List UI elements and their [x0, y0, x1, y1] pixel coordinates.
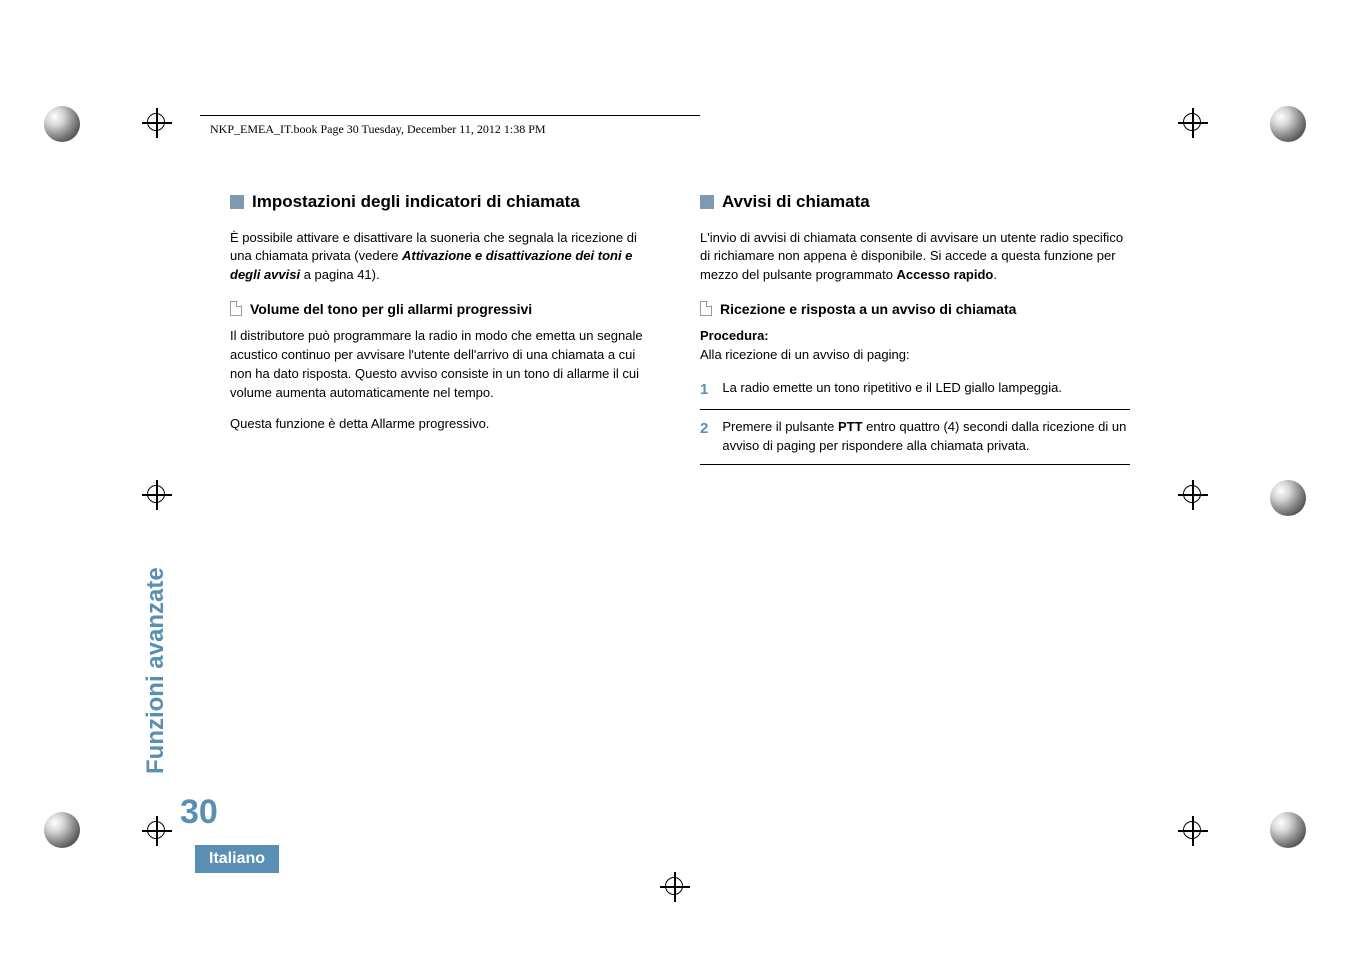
reg-mark — [142, 816, 172, 846]
reg-mark — [1178, 108, 1208, 138]
page-icon — [700, 301, 712, 316]
list-item: 1 La radio emette un tono ripetitivo e i… — [700, 373, 1130, 407]
procedure-intro: Alla ricezione di un avviso di paging: — [700, 346, 1130, 365]
list-separator — [700, 464, 1130, 465]
section-title-left: Impostazioni degli indicatori di chiamat… — [252, 190, 580, 215]
reg-mark — [142, 480, 172, 510]
language-tab: Italiano — [195, 845, 279, 873]
list-text: La radio emette un tono ripetitivo e il … — [722, 379, 1130, 401]
print-sphere-br — [1270, 812, 1306, 848]
section-title-right: Avvisi di chiamata — [722, 190, 870, 215]
procedure-label-line: Procedura: — [700, 327, 1130, 346]
list-text: Premere il pulsante PTT entro quattro (4… — [722, 418, 1130, 456]
sub-title-left: Volume del tono per gli allarmi progress… — [250, 299, 532, 319]
list-separator — [700, 409, 1130, 410]
print-sphere-tl — [44, 106, 80, 142]
page-number: 30 — [180, 793, 218, 832]
print-sphere-bl — [44, 812, 80, 848]
left-intro-post: a pagina 41). — [300, 267, 380, 282]
ordered-list: 1 La radio emette un tono ripetitivo e i… — [700, 373, 1130, 464]
content-area: Impostazioni degli indicatori di chiamat… — [230, 190, 1130, 467]
sub-heading-left: Volume del tono per gli allarmi progress… — [230, 299, 660, 319]
right-intro: L'invio di avvisi di chiamata consente d… — [700, 229, 1130, 286]
section-heading-right: Avvisi di chiamata — [700, 190, 1130, 215]
reg-mark — [1178, 816, 1208, 846]
reg-mark — [1178, 480, 1208, 510]
list-number: 1 — [700, 379, 708, 401]
list-number: 2 — [700, 418, 708, 456]
step2-bold: PTT — [838, 419, 863, 434]
page-icon — [230, 301, 242, 316]
column-left: Impostazioni degli indicatori di chiamat… — [230, 190, 660, 467]
list-item: 2 Premere il pulsante PTT entro quattro … — [700, 412, 1130, 462]
reg-mark-bottom — [660, 872, 690, 902]
left-p1: Il distributore può programmare la radio… — [230, 327, 660, 402]
square-bullet-icon — [700, 195, 714, 209]
sub-heading-right: Ricezione e risposta a un avviso di chia… — [700, 299, 1130, 319]
left-p2: Questa funzione è detta Allarme progress… — [230, 415, 660, 434]
left-intro: È possibile attivare e disattivare la su… — [230, 229, 660, 286]
step2-pre: Premere il pulsante — [722, 419, 838, 434]
header-rule — [200, 115, 700, 116]
column-right: Avvisi di chiamata L'invio di avvisi di … — [700, 190, 1130, 467]
print-sphere-mr — [1270, 480, 1306, 516]
square-bullet-icon — [230, 195, 244, 209]
right-intro-post: . — [993, 267, 997, 282]
procedure-label: Procedura: — [700, 328, 769, 343]
print-sphere-tr — [1270, 106, 1306, 142]
sub-title-right: Ricezione e risposta a un avviso di chia… — [720, 299, 1016, 319]
right-intro-bold: Accesso rapido — [897, 267, 994, 282]
header-filename: NKP_EMEA_IT.book Page 30 Tuesday, Decemb… — [210, 122, 546, 137]
reg-mark — [142, 108, 172, 138]
side-chapter-label: Funzioni avanzate — [142, 567, 170, 774]
section-heading-left: Impostazioni degli indicatori di chiamat… — [230, 190, 660, 215]
